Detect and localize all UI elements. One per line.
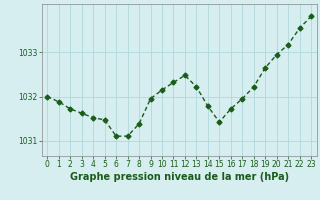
X-axis label: Graphe pression niveau de la mer (hPa): Graphe pression niveau de la mer (hPa) bbox=[70, 172, 289, 182]
